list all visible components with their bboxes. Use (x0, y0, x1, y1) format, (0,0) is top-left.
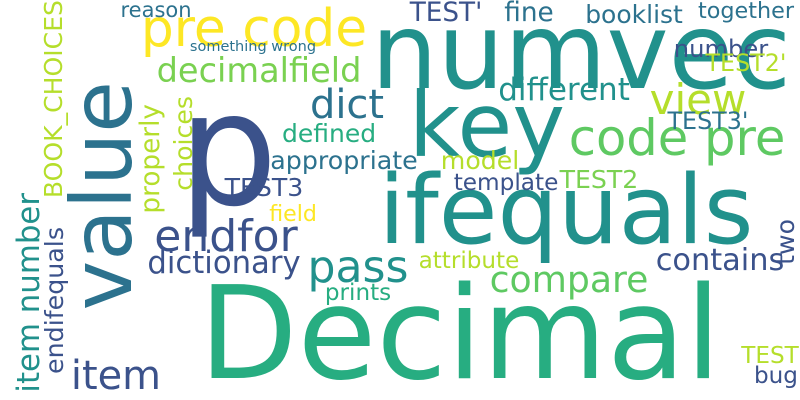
word-two: two (771, 219, 800, 265)
word-template: template (453, 169, 559, 197)
word-book-choices: BOOK_CHOICES (38, 0, 68, 199)
word-test-quote: TEST' (409, 0, 483, 29)
word-value: value (53, 81, 151, 311)
word-pass: pass (307, 242, 409, 293)
word-different: different (498, 71, 630, 108)
word-key: key (408, 73, 566, 178)
word-item: item (70, 353, 162, 399)
word-booklist: booklist (585, 0, 683, 29)
word-prints: prints (324, 279, 392, 306)
word-ifequals: ifequals (378, 153, 754, 266)
word-p: p (178, 58, 278, 242)
word-test2-quote: TEST2' (705, 49, 787, 78)
word-compare: compare (489, 257, 649, 301)
word-reason: reason (120, 0, 192, 22)
word-together: together (698, 0, 795, 24)
word-defined: defined (282, 118, 377, 148)
word-bug: bug (754, 362, 798, 389)
word-test: TEST (741, 342, 799, 369)
word-decimalfield: decimalfield (156, 51, 362, 91)
word-properly: properly (135, 104, 166, 214)
word-dictionary: dictionary (147, 245, 301, 281)
word-endifequals: endifequals (40, 226, 70, 374)
word-dict: dict (310, 82, 384, 128)
word-choices: choices (169, 95, 199, 191)
word-model: model (440, 146, 520, 176)
word-appropriate: appropriate (270, 146, 418, 176)
word-contains: contains (655, 242, 785, 278)
word-view: view (649, 75, 747, 124)
word-number: number (673, 34, 769, 63)
word-test3-quote: TEST3' (667, 107, 749, 136)
word-pre-code: pre code (140, 0, 368, 59)
word-field: field (269, 201, 317, 227)
word-fine: fine (504, 0, 554, 29)
word-decimal: Decimal (199, 259, 721, 400)
word-test2: TEST2 (559, 165, 639, 195)
word-endfor: endfor (154, 211, 298, 262)
word-numvec: numvec (371, 0, 791, 113)
word-attribute: attribute (418, 247, 520, 274)
word-code-pre: code pre (568, 109, 786, 168)
word-something-wrong: something wrong (189, 38, 317, 55)
word-test3: TEST3 (224, 173, 304, 203)
